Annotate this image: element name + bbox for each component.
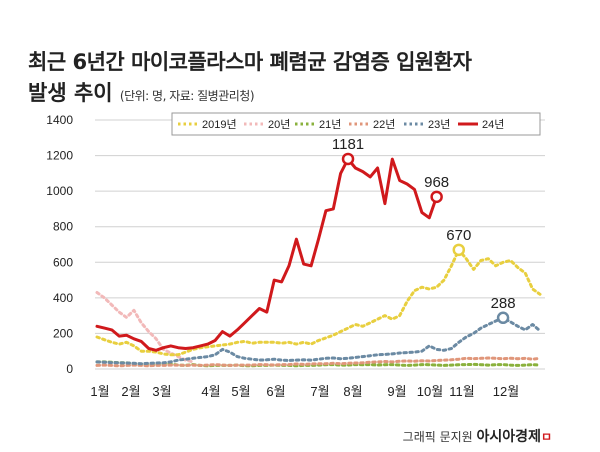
x-tick-label: 6월 (266, 384, 285, 399)
credit: 그래픽 문지원 아시아경제ㅁ (403, 426, 552, 446)
annotation-marker (341, 152, 355, 166)
series-line-24년 (95, 157, 439, 352)
annotation-marker (430, 190, 443, 204)
series-line-23년 (95, 316, 542, 366)
series-line-2019년 (95, 248, 542, 357)
chart-subtitle: (단위: 명, 자료: 질병관리청) (119, 89, 255, 103)
annotation-label: 288 (491, 295, 516, 312)
chart-title-line2: 발생 추이 (단위: 명, 자료: 질병관리청) (28, 77, 255, 107)
annotation-label: 1181 (332, 136, 364, 153)
y-axis: 0 200 400 600 800 1000 1200 1400 (46, 113, 73, 376)
credit-text: 그래픽 문지원 (402, 430, 473, 444)
annotation-label: 968 (424, 174, 449, 191)
series-lines (95, 157, 542, 368)
y-tick-label: 1400 (46, 113, 73, 127)
annotation-marker (496, 311, 510, 325)
x-tick-label: 2월 (121, 384, 140, 399)
y-tick-label: 400 (53, 291, 73, 305)
x-tick-label: 7월 (310, 384, 329, 399)
x-tick-label: 8월 (343, 384, 362, 399)
x-tick-label: 1월 (90, 384, 109, 399)
annotations: 1181 968 670 288 (332, 136, 516, 325)
x-tick-label: 12월 (493, 384, 519, 399)
legend-label: 2019년 (202, 118, 237, 131)
grid-lines (95, 119, 545, 370)
x-tick-label: 3월 (152, 384, 171, 399)
legend-label: 23년 (428, 118, 450, 131)
legend-label: 20년 (268, 118, 290, 131)
x-axis: 1월 2월 3월 4월 5월 6월 7월 8월 9월 10월 11월 12월 (90, 384, 519, 399)
brand-mark-icon: ㅁ (540, 430, 552, 444)
legend-label: 21년 (319, 118, 341, 131)
brand-logo: 아시아경제 (476, 429, 541, 445)
chart-title: 최근 6년간 마이코플라스마 폐렴균 감염증 입원환자 (28, 50, 472, 74)
y-tick-label: 200 (53, 326, 73, 340)
chart-title-line2-text: 발생 추이 (28, 81, 113, 105)
annotation-label: 670 (446, 227, 471, 244)
x-tick-label: 9월 (387, 384, 406, 399)
y-tick-label: 800 (53, 220, 73, 234)
series-line-22년 (95, 356, 542, 368)
y-tick-label: 1200 (46, 149, 73, 163)
x-tick-label: 11월 (449, 384, 474, 399)
x-tick-label: 10월 (417, 384, 443, 399)
legend: 2019년 20년 21년 22년 23년 24년 (171, 112, 541, 136)
legend-label: 22년 (373, 118, 395, 131)
legend-label: 24년 (482, 118, 504, 131)
annotation-marker (452, 243, 466, 257)
y-tick-label: 0 (66, 362, 73, 376)
x-tick-label: 4월 (201, 384, 220, 399)
x-tick-label: 5월 (231, 384, 250, 399)
y-tick-label: 1000 (46, 184, 73, 198)
y-tick-label: 600 (53, 255, 73, 269)
